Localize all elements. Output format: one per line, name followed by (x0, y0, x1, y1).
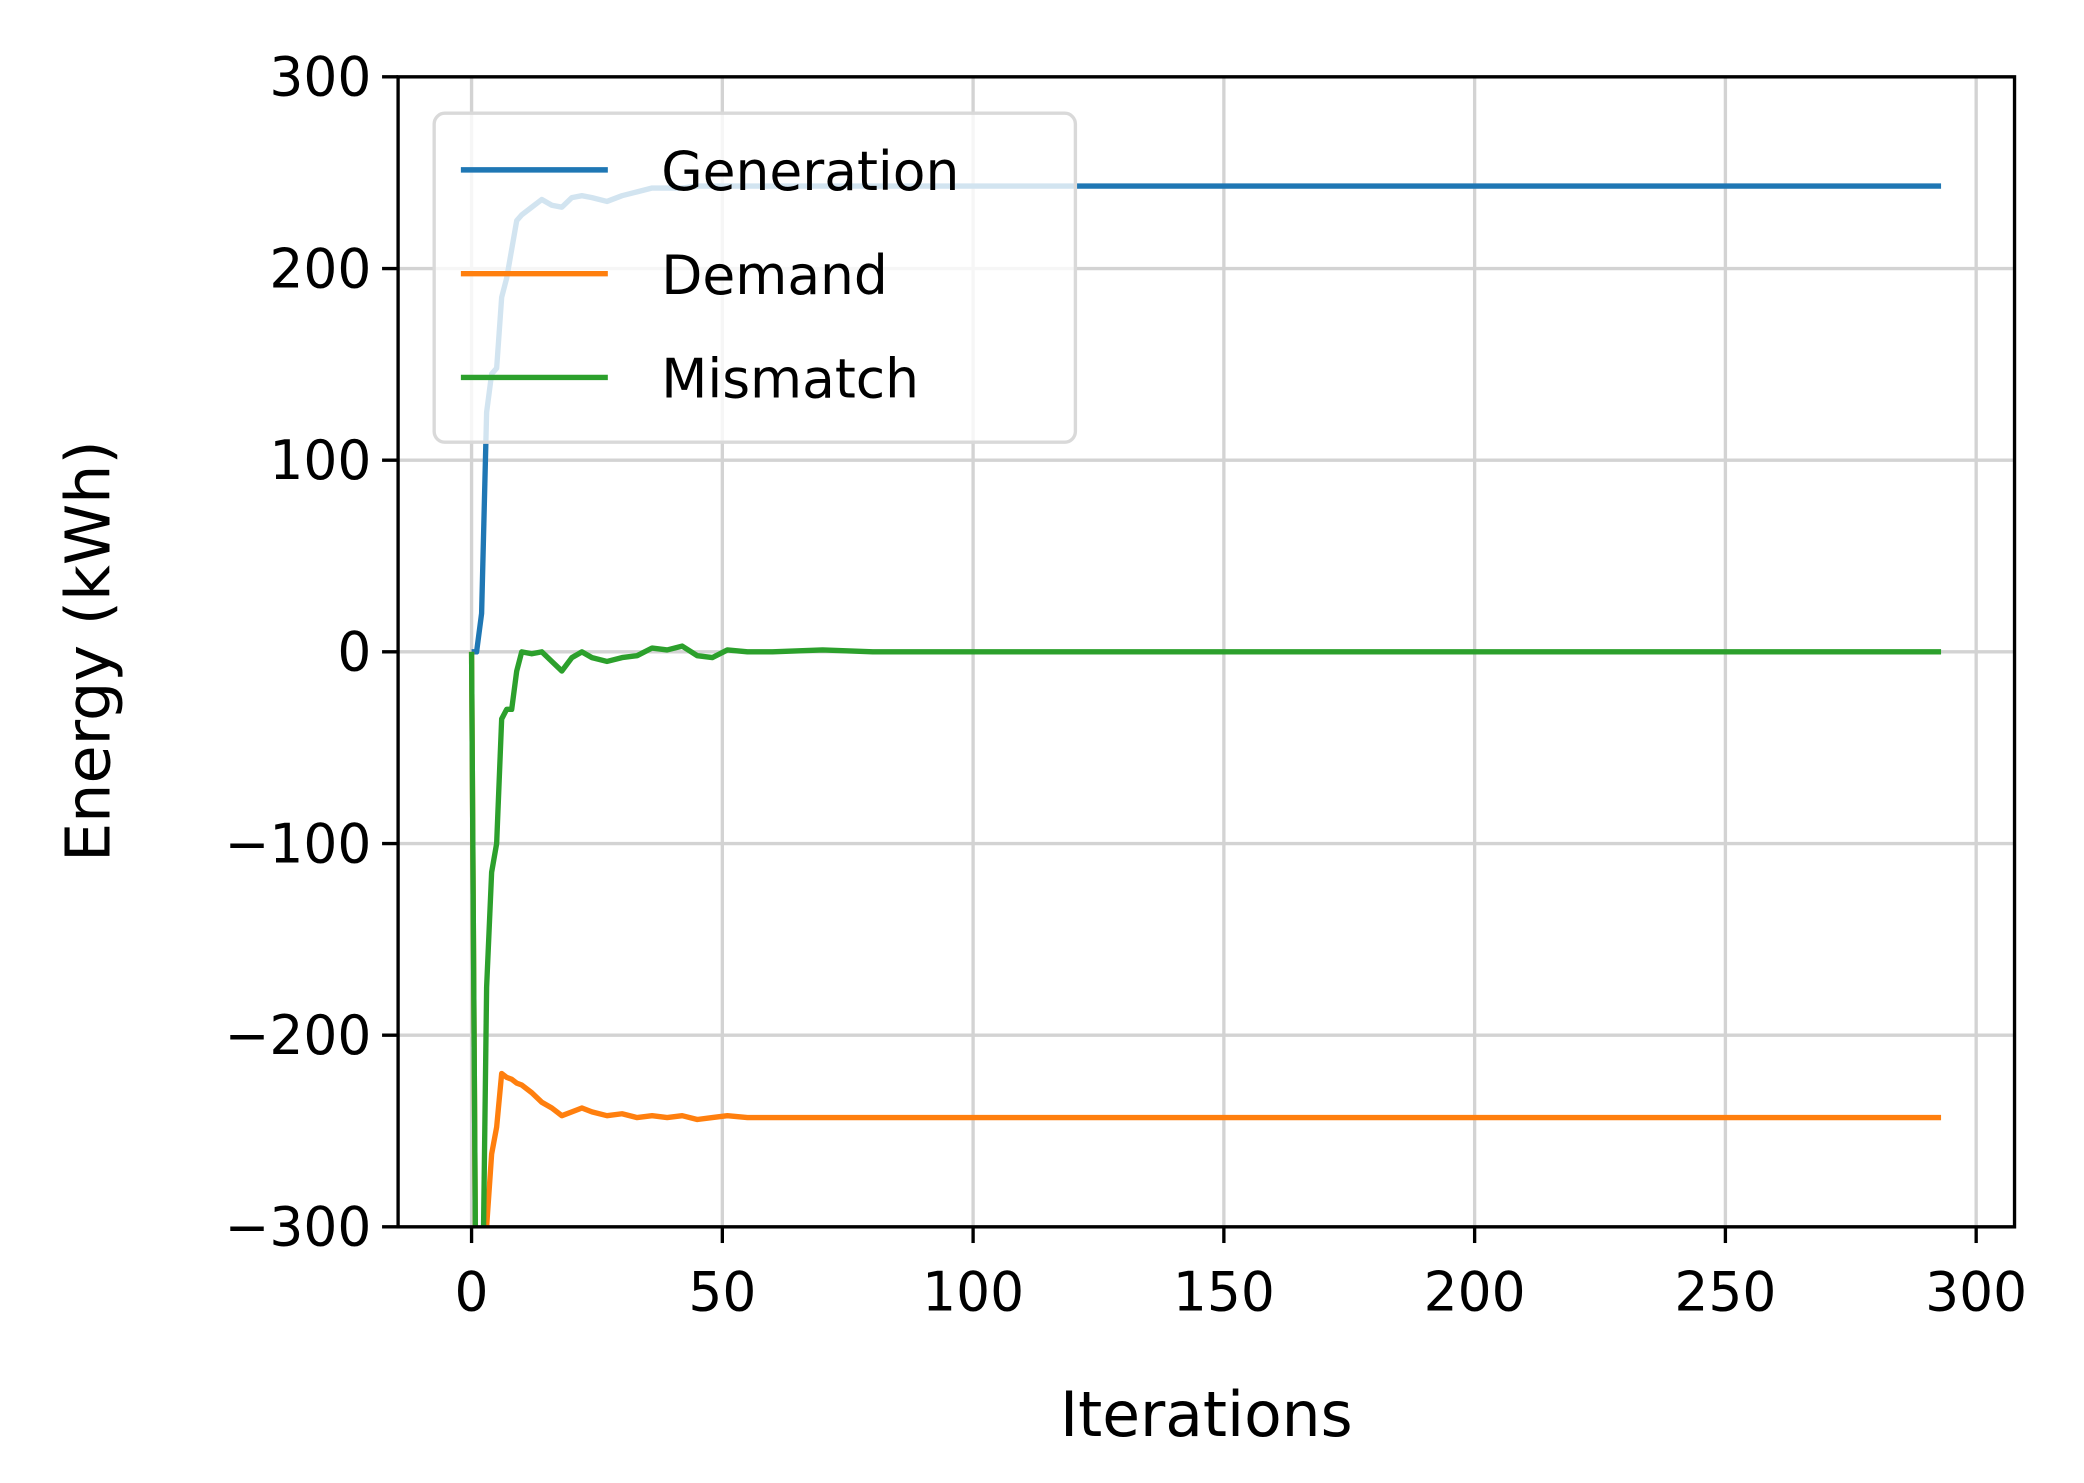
x-tick-label: 50 (688, 1260, 756, 1323)
line (468, 651, 1942, 1227)
y-tick-label: −300 (225, 1195, 372, 1258)
line (468, 643, 1942, 1227)
legend-label: Mismatch (661, 347, 919, 410)
x-tick-label: 200 (1424, 1260, 1526, 1323)
x-tick-label: 100 (922, 1260, 1024, 1323)
legend-label: Demand (661, 244, 888, 307)
x-axis-label: Iterations (1060, 1379, 1353, 1451)
y-tick-label: 300 (269, 45, 371, 108)
y-tick-label: 0 (337, 620, 371, 683)
y-tick-label: 200 (269, 237, 371, 300)
y-tick-label: −100 (225, 812, 372, 875)
legend-label: Generation (661, 140, 959, 203)
y-tick-label: −200 (225, 1004, 372, 1067)
legend-box (432, 111, 1078, 444)
x-tick-label: 300 (1925, 1260, 2027, 1323)
y-tick-label: 100 (269, 429, 371, 492)
y-axis-label: Energy (kWh) (53, 440, 125, 862)
x-tick-label: 250 (1674, 1260, 1776, 1323)
x-tick-label: 0 (455, 1260, 489, 1323)
x-tick-label: 150 (1173, 1260, 1275, 1323)
plot-frame (396, 75, 2017, 1229)
